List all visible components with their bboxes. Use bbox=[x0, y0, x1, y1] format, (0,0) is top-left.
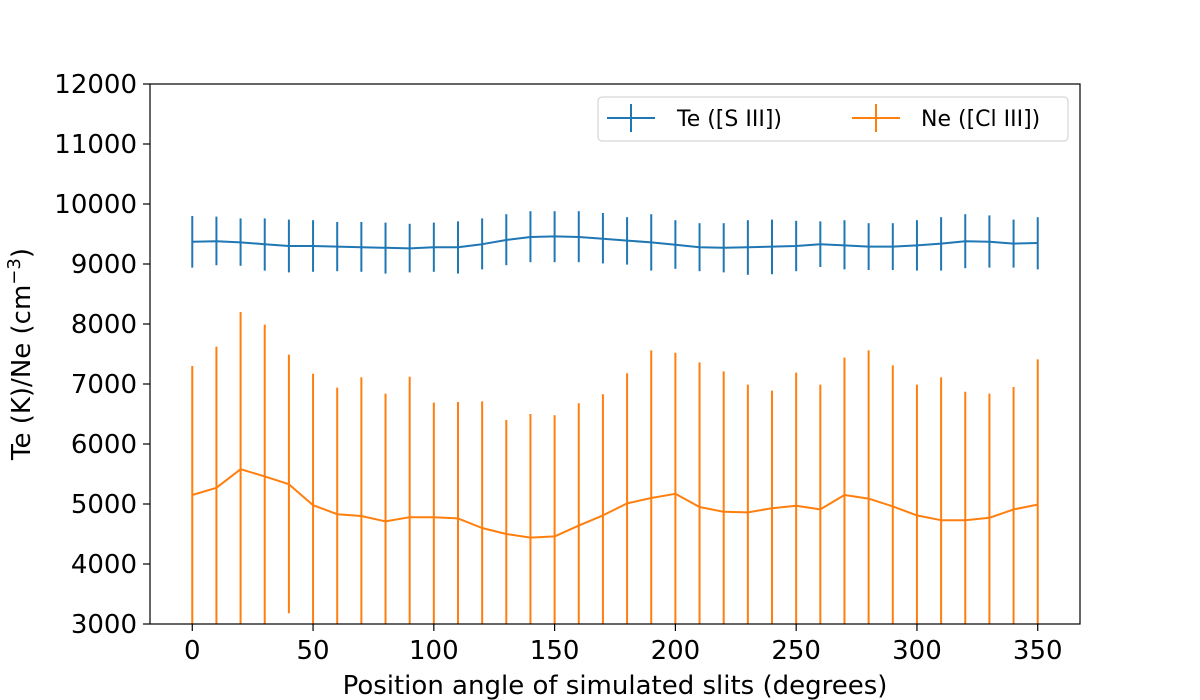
y-tick-label: 11000 bbox=[54, 130, 137, 160]
y-axis-label-main: Te (K)/Ne (cm bbox=[7, 285, 37, 461]
y-tick-label: 10000 bbox=[54, 190, 137, 220]
x-tick-label: 250 bbox=[771, 636, 821, 666]
x-tick-label: 300 bbox=[892, 636, 942, 666]
x-tick-label: 200 bbox=[651, 636, 701, 666]
y-tick-label: 7000 bbox=[71, 370, 137, 400]
y-axis-label-sup: −3 bbox=[4, 258, 25, 285]
y-tick-label: 8000 bbox=[71, 310, 137, 340]
x-axis-label: Position angle of simulated slits (degre… bbox=[343, 671, 888, 700]
series-line-1 bbox=[192, 468, 1038, 539]
y-tick-label: 6000 bbox=[71, 430, 137, 460]
legend-label-te: Te ([S III]) bbox=[676, 107, 782, 132]
x-tick-label: 350 bbox=[1013, 636, 1063, 666]
y-tick-label: 5000 bbox=[71, 490, 137, 520]
y-tick-label: 12000 bbox=[54, 70, 137, 100]
y-axis-label-close: ) bbox=[7, 248, 37, 258]
y-tick-label: 3000 bbox=[71, 610, 137, 640]
x-tick-label: 100 bbox=[409, 636, 459, 666]
x-tick-label: 150 bbox=[530, 636, 580, 666]
x-tick-label: 50 bbox=[297, 636, 330, 666]
axis-ticks: 0 50 100 150 200 250 300 350 3000 4000 5000 6000 700… bbox=[54, 70, 1062, 666]
series-line-0 bbox=[192, 235, 1038, 250]
axes-frame bbox=[149, 83, 1081, 625]
legend-frame bbox=[597, 96, 1069, 142]
legend: Te ([S III]) Ne ([Cl III]) bbox=[597, 96, 1069, 142]
x-tick-label: 0 bbox=[184, 636, 201, 666]
y-tick-label: 9000 bbox=[71, 250, 137, 280]
y-axis-label: Te (K)/Ne (cm−3) bbox=[4, 248, 37, 461]
plot-area bbox=[191, 211, 1039, 624]
legend-label-ne: Ne ([Cl III]) bbox=[921, 107, 1040, 132]
y-tick-label: 4000 bbox=[71, 550, 137, 580]
